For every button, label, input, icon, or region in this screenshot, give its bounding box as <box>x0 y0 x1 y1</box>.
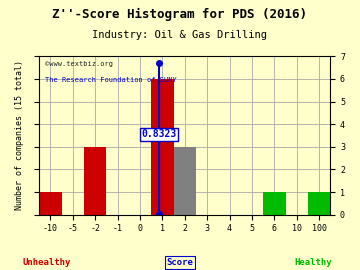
Bar <box>263 192 285 215</box>
Text: The Research Foundation of SUNY: The Research Foundation of SUNY <box>45 77 177 83</box>
Bar <box>39 192 62 215</box>
Text: Industry: Oil & Gas Drilling: Industry: Oil & Gas Drilling <box>93 30 267 40</box>
Text: Z''-Score Histogram for PDS (2016): Z''-Score Histogram for PDS (2016) <box>53 8 307 21</box>
Text: Healthy: Healthy <box>294 258 332 267</box>
Text: 0.8323: 0.8323 <box>141 129 176 139</box>
Y-axis label: Number of companies (15 total): Number of companies (15 total) <box>15 60 24 211</box>
Text: ©www.textbiz.org: ©www.textbiz.org <box>45 61 113 67</box>
Bar <box>151 79 174 215</box>
Text: Score: Score <box>167 258 193 267</box>
Bar <box>308 192 330 215</box>
Bar <box>84 147 107 215</box>
Bar <box>174 147 196 215</box>
Text: Unhealthy: Unhealthy <box>23 258 71 267</box>
